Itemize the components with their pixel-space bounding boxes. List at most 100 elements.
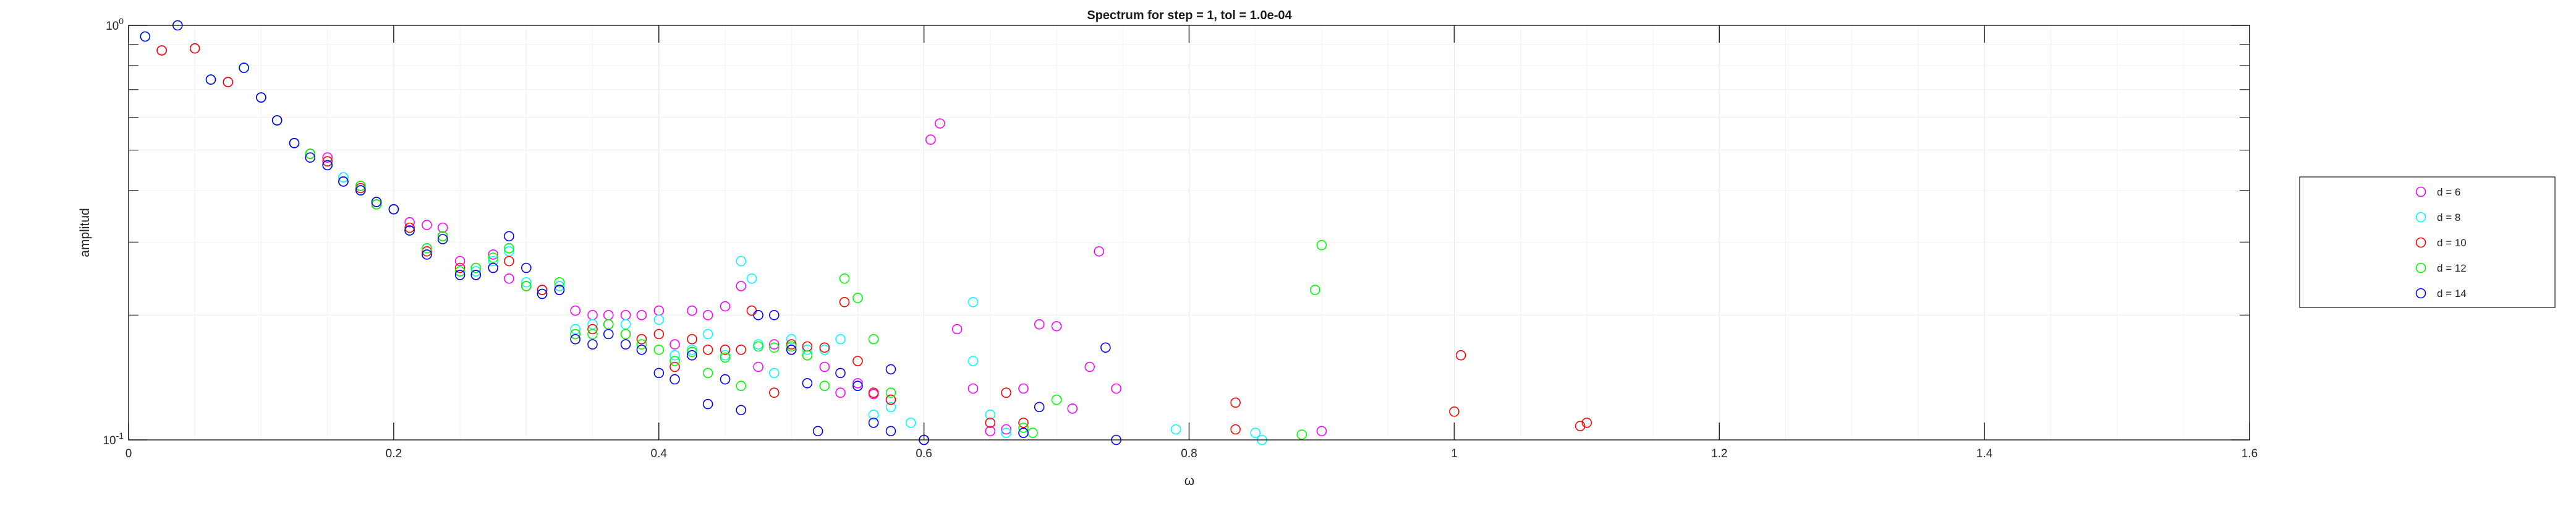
data-point [967, 296, 979, 307]
data-point [736, 256, 746, 267]
legend-marker [2415, 237, 2426, 248]
data-points [140, 20, 1592, 445]
data-point [338, 176, 349, 187]
data-point [140, 31, 151, 42]
x-tick-label: 0.8 [1181, 447, 1197, 460]
data-point [587, 339, 598, 350]
x-tick-label: 0.4 [651, 447, 668, 460]
data-point [488, 256, 499, 267]
data-point [786, 333, 797, 345]
data-point [338, 172, 349, 183]
data-point [812, 426, 823, 437]
data-point [1051, 394, 1062, 405]
data-point [404, 222, 415, 233]
data-point [670, 350, 680, 361]
data-point [570, 329, 581, 340]
axis-ticks: 0 0.2 0.4 0.6 0.8 1 1.2 1.4 1.6 10-1 100 [103, 16, 2258, 460]
data-point [1309, 285, 1320, 295]
y-tick-label: 100 [106, 16, 124, 33]
data-point [454, 270, 465, 280]
data-point [371, 197, 382, 207]
data-point [1001, 424, 1011, 435]
data-point [802, 378, 813, 389]
legend-marker [2415, 186, 2426, 197]
data-point [636, 333, 647, 345]
x-tick-label: 0.6 [916, 447, 932, 460]
data-point [636, 309, 647, 320]
data-point [769, 387, 780, 398]
data-point [504, 231, 514, 242]
data-point [1018, 383, 1029, 394]
data-point [454, 262, 465, 273]
data-point [1296, 429, 1307, 440]
data-point [1230, 397, 1241, 408]
data-point [422, 243, 432, 254]
data-point [852, 378, 863, 389]
data-point [802, 344, 813, 355]
data-point [620, 319, 631, 330]
data-point [404, 225, 415, 236]
data-point [636, 344, 647, 355]
data-point [1170, 424, 1181, 435]
data-point [702, 309, 713, 320]
data-point [852, 293, 863, 303]
data-point [769, 368, 780, 379]
data-point [570, 324, 581, 335]
legend-label: d = 12 [2437, 262, 2467, 274]
data-point [422, 249, 432, 260]
data-point [985, 426, 996, 437]
data-point [454, 256, 465, 267]
data-point [322, 152, 333, 163]
x-tick-label: 1.4 [1976, 447, 1993, 460]
data-point [603, 329, 614, 340]
data-point [885, 426, 896, 437]
grid-lines [128, 25, 2250, 441]
data-point [753, 339, 763, 350]
data-point [470, 262, 482, 273]
data-point [1575, 421, 1586, 431]
data-point [1018, 428, 1029, 438]
data-point [753, 361, 763, 372]
y-tick-label: 10-1 [103, 431, 124, 447]
legend[interactable]: d = 6 d = 8 d = 10 d = 12 d = 14 [2299, 176, 2556, 308]
data-point [205, 74, 216, 85]
legend-marker [2415, 262, 2426, 273]
data-point [371, 199, 382, 210]
data-point [223, 77, 234, 87]
data-point [322, 160, 333, 171]
data-point [554, 281, 565, 291]
data-point [653, 329, 665, 340]
data-point [570, 333, 581, 345]
data-point [670, 339, 680, 350]
data-point [835, 387, 846, 398]
legend-label: d = 8 [2437, 212, 2460, 223]
data-point [736, 381, 746, 392]
data-point [687, 344, 697, 355]
chart-title: Spectrum for step = 1, tol = 1.0e-04 [1087, 9, 1292, 22]
data-point [1034, 319, 1045, 330]
data-point [1018, 417, 1029, 428]
data-point [355, 183, 366, 194]
data-point [687, 305, 697, 316]
data-point [537, 288, 548, 299]
data-point [422, 246, 432, 257]
x-tick-label: 1 [1451, 447, 1458, 460]
data-point [488, 249, 499, 260]
data-point [636, 339, 647, 350]
data-point [1051, 320, 1062, 332]
data-point [670, 356, 680, 366]
legend-marker [2415, 288, 2426, 299]
data-point [305, 148, 316, 159]
data-point [868, 417, 879, 428]
legend-label: d = 6 [2437, 186, 2460, 198]
data-point [1094, 246, 1104, 257]
data-point [687, 333, 697, 345]
data-point [670, 361, 680, 372]
data-point [885, 402, 896, 413]
x-tick-label: 0 [125, 447, 132, 460]
data-point [554, 277, 565, 288]
data-point [1067, 403, 1078, 414]
data-point [885, 394, 896, 405]
data-point [885, 387, 896, 398]
